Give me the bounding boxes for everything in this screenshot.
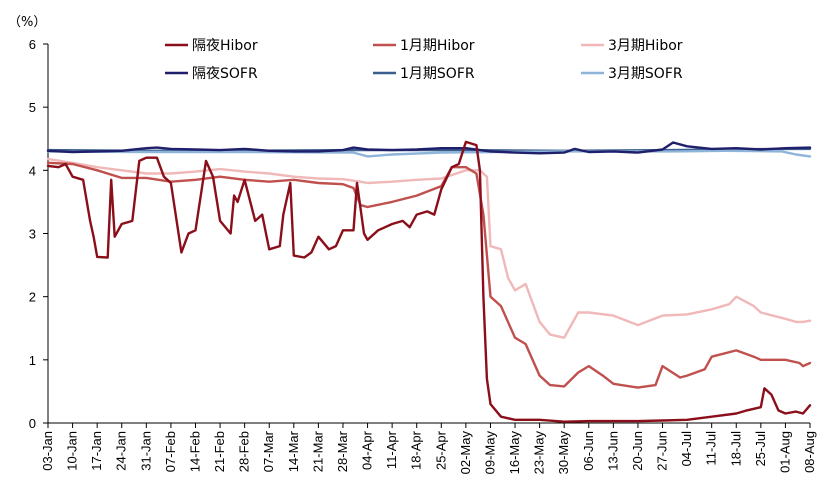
x-tick-label: 30-May xyxy=(556,431,571,475)
y-tick-label: 1 xyxy=(29,353,36,368)
x-tick-label: 07-Feb xyxy=(163,431,178,472)
x-tick-label: 04-Jul xyxy=(679,431,694,467)
x-tick-label: 23-May xyxy=(532,431,547,475)
x-tick-label: 21-Feb xyxy=(212,431,227,472)
y-tick-label: 5 xyxy=(29,100,36,115)
legend-label: 1月期SOFR xyxy=(400,66,475,82)
series-line-3 xyxy=(46,157,812,339)
x-tick-label: 10-Jan xyxy=(65,431,80,471)
series-line-2 xyxy=(46,161,812,389)
x-tick-label: 13-Jun xyxy=(605,431,620,471)
x-tick-label: 27-Jun xyxy=(655,431,670,471)
y-tick-label: 0 xyxy=(29,416,36,431)
x-tick-label: 28-Feb xyxy=(237,431,252,472)
series-line-1 xyxy=(46,140,812,423)
x-tick-label: 11-Apr xyxy=(384,430,399,469)
x-tick-label: 16-May xyxy=(507,431,522,475)
legend-label: 3月期Hibor xyxy=(608,38,683,54)
x-tick-label: 28-Mar xyxy=(335,430,350,472)
x-tick-label: 14-Mar xyxy=(286,430,301,472)
unit-label: （%） xyxy=(8,15,46,30)
x-tick-label: 25-Apr xyxy=(433,430,448,470)
x-tick-label: 21-Mar xyxy=(310,430,325,472)
series-line-6 xyxy=(46,149,812,158)
legend: 隔夜Hibor 1月期Hibor 3月期Hibor 隔夜SOFR 1月期SOFR 3月期S… xyxy=(165,38,683,82)
legend-label: 3月期SOFR xyxy=(608,66,683,82)
x-tick-label: 07-Mar xyxy=(261,430,276,472)
x-tick-label: 18-Jul xyxy=(728,431,743,467)
legend-label: 隔夜SOFR xyxy=(192,66,258,82)
x-tick-label: 01-Aug xyxy=(777,431,792,473)
x-tick-label: 02-May xyxy=(458,431,473,475)
series-line-4 xyxy=(46,141,812,155)
y-tick-label: 2 xyxy=(29,290,36,305)
y-tick-label: 4 xyxy=(29,163,36,178)
x-tick-label: 03-Jan xyxy=(40,431,55,471)
x-tick-label: 31-Jan xyxy=(138,431,153,471)
x-tick-label: 06-Jun xyxy=(581,431,596,471)
x-tick-label: 14-Feb xyxy=(187,431,202,472)
y-tick-label: 6 xyxy=(29,37,36,52)
series-layer xyxy=(46,140,812,423)
x-tick-label: 17-Jan xyxy=(89,431,104,471)
axes: 0 1 2 3 4 5 6 03-Jan 10-Jan 17-Jan 24-Jan 31-Jan 07-… xyxy=(29,37,817,474)
x-tick-label: 20-Jun xyxy=(630,431,645,471)
legend-label: 隔夜Hibor xyxy=(192,38,258,54)
x-tick-label: 04-Apr xyxy=(360,430,375,470)
x-tick-label: 24-Jan xyxy=(114,431,129,471)
y-tick-label: 3 xyxy=(29,227,36,242)
x-tick-label: 18-Apr xyxy=(409,430,424,470)
x-tick-label: 09-May xyxy=(482,431,497,475)
x-tick-label: 08-Aug xyxy=(802,431,817,473)
legend-label: 1月期Hibor xyxy=(400,38,475,54)
x-tick-label: 25-Jul xyxy=(753,431,768,467)
x-tick-label: 11-Jul xyxy=(704,431,719,466)
